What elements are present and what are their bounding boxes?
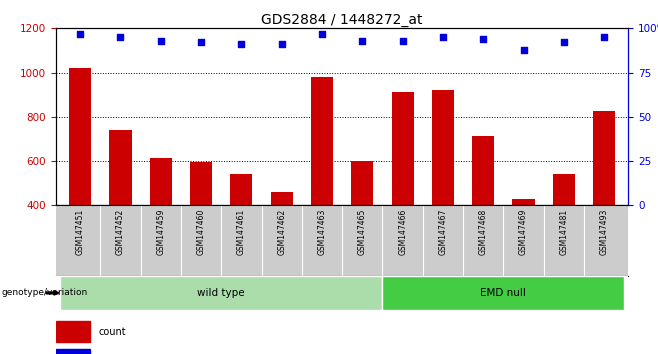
Point <box>236 41 247 47</box>
Text: GSM147452: GSM147452 <box>116 209 125 255</box>
Text: GSM147451: GSM147451 <box>76 209 85 255</box>
Text: count: count <box>99 326 126 337</box>
Point <box>599 34 609 40</box>
Bar <box>190 162 212 205</box>
Text: GSM147468: GSM147468 <box>479 209 488 255</box>
Bar <box>149 158 172 205</box>
Text: GSM147481: GSM147481 <box>559 209 569 255</box>
Text: GSM147469: GSM147469 <box>519 209 528 255</box>
Point <box>316 31 327 36</box>
Bar <box>60 276 382 310</box>
Text: GSM147493: GSM147493 <box>599 209 609 255</box>
Text: GSM147466: GSM147466 <box>398 209 407 255</box>
Text: genotype/variation: genotype/variation <box>1 289 88 297</box>
Bar <box>56 349 90 354</box>
Bar <box>230 175 253 205</box>
Text: GSM147463: GSM147463 <box>318 209 326 255</box>
Point <box>519 47 529 52</box>
Bar <box>351 161 373 205</box>
Bar <box>109 130 132 205</box>
Bar <box>472 136 494 205</box>
Text: GSM147460: GSM147460 <box>197 209 205 255</box>
Bar <box>432 90 454 205</box>
Bar <box>593 111 615 205</box>
Point <box>115 34 126 40</box>
Title: GDS2884 / 1448272_at: GDS2884 / 1448272_at <box>261 13 423 27</box>
Text: wild type: wild type <box>197 288 245 298</box>
Bar <box>311 77 333 205</box>
Point <box>155 38 166 44</box>
Point <box>397 38 408 44</box>
Point <box>196 40 207 45</box>
Text: GSM147467: GSM147467 <box>438 209 447 255</box>
Bar <box>56 321 90 342</box>
Text: GSM147459: GSM147459 <box>156 209 165 255</box>
Bar <box>392 92 414 205</box>
Bar <box>513 199 535 205</box>
Text: EMD null: EMD null <box>480 288 526 298</box>
Point <box>478 36 488 42</box>
Point <box>559 40 569 45</box>
Text: GSM147465: GSM147465 <box>358 209 367 255</box>
Text: GSM147462: GSM147462 <box>277 209 286 255</box>
Bar <box>69 68 91 205</box>
Point <box>276 41 287 47</box>
Text: GSM147461: GSM147461 <box>237 209 246 255</box>
Point <box>75 31 86 36</box>
Point <box>438 34 448 40</box>
Bar <box>382 276 624 310</box>
Point <box>357 38 368 44</box>
Bar <box>553 175 575 205</box>
Bar <box>270 192 293 205</box>
